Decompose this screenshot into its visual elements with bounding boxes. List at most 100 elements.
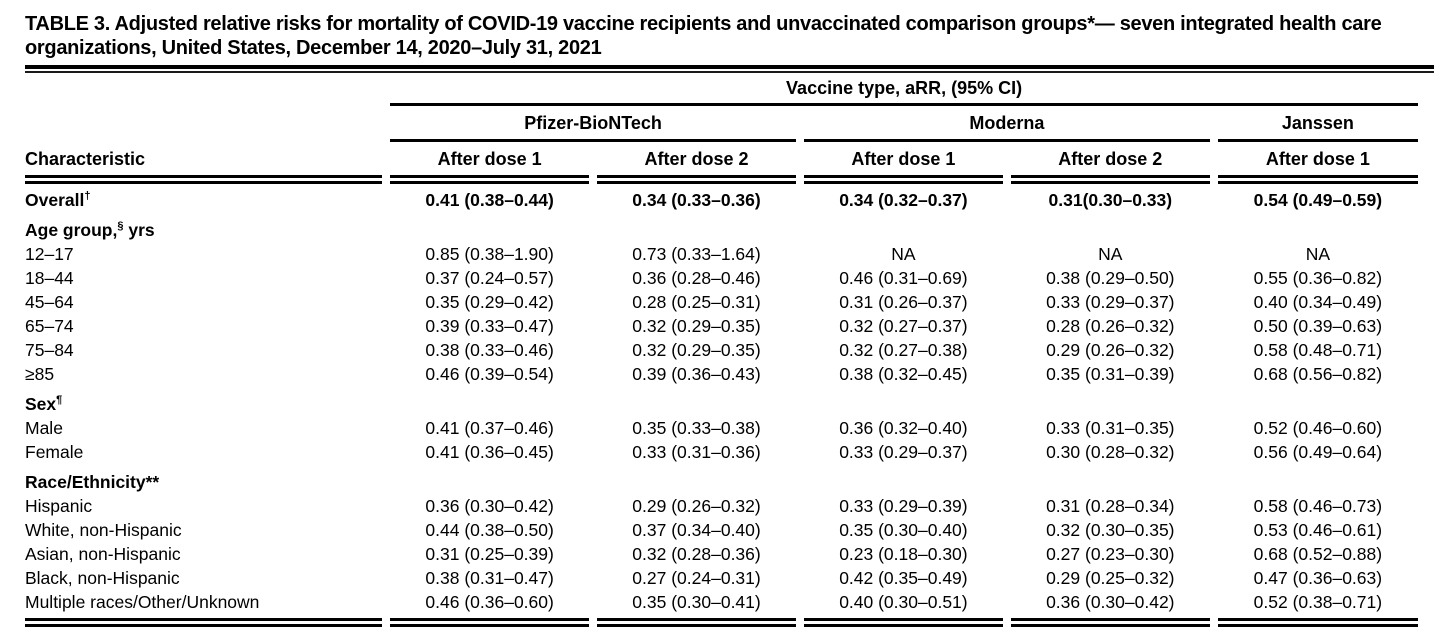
section-row: Race/Ethnicity**: [25, 464, 1418, 494]
value-cell: NA: [1305, 244, 1331, 264]
value-cell: 0.44 (0.38–0.50): [425, 520, 554, 540]
value-cell: 0.33 (0.31–0.36): [632, 442, 761, 462]
mortality-table: Vaccine type, aRR, (95% CI) Pfizer-BioNT…: [17, 75, 1426, 627]
table-row: ≥85 0.46 (0.39–0.54) 0.39 (0.36–0.43) 0.38 …: [25, 362, 1418, 386]
table-row: 75–84 0.38 (0.33–0.46) 0.32 (0.29–0.35) 0.3…: [25, 338, 1418, 362]
characteristic-cell: Black, non-Hispanic: [25, 568, 180, 588]
characteristic-cell: 18–44: [25, 268, 74, 288]
value-cell: 0.32 (0.27–0.37): [839, 316, 968, 336]
value-cell: [1011, 464, 1210, 494]
group-empty-cell: [25, 106, 382, 142]
value-cell: 0.85 (0.38–1.90): [425, 244, 554, 264]
value-cell: 0.52 (0.38–0.71): [1217, 590, 1418, 627]
value-cell: 0.53 (0.46–0.61): [1253, 520, 1383, 540]
value-cell: [1218, 464, 1418, 494]
value-cell: 0.33 (0.29–0.37): [839, 442, 968, 462]
column-header-janssen-dose1: After dose 1: [1217, 142, 1418, 184]
value-cell: [390, 386, 589, 416]
characteristic-cell: Race/Ethnicity**: [25, 472, 160, 492]
value-cell: 0.38 (0.32–0.45): [839, 364, 968, 384]
value-cell: [1218, 386, 1418, 416]
value-cell: 0.31(0.30–0.33): [1048, 190, 1173, 210]
section-row: Age group,§ yrs: [25, 212, 1418, 242]
table-row: Black, non-Hispanic 0.38 (0.31–0.47) 0.27 …: [25, 566, 1418, 590]
value-cell: 0.33 (0.29–0.39): [839, 496, 968, 516]
value-cell: 0.27 (0.23–0.30): [1046, 544, 1175, 564]
value-cell: 0.34 (0.33–0.36): [632, 190, 761, 210]
value-cell: 0.40 (0.34–0.49): [1253, 292, 1383, 312]
table-row: Hispanic 0.36 (0.30–0.42) 0.29 (0.26–0.32)…: [25, 494, 1418, 518]
value-cell: [390, 212, 589, 242]
value-cell: 0.41 (0.37–0.46): [425, 418, 554, 438]
value-cell: 0.31 (0.28–0.34): [1046, 496, 1175, 516]
characteristic-cell: Asian, non-Hispanic: [25, 544, 181, 564]
value-cell: 0.58 (0.46–0.73): [1253, 496, 1383, 516]
value-cell: 0.47 (0.36–0.63): [1253, 568, 1383, 588]
value-cell: 0.40 (0.30–0.51): [803, 590, 1003, 627]
table-row: Female 0.41 (0.36–0.45) 0.33 (0.31–0.36) 0.…: [25, 440, 1418, 464]
column-header-row: Characteristic After dose 1 After dose 2…: [25, 142, 1418, 184]
value-cell: 0.36 (0.32–0.40): [839, 418, 968, 438]
value-cell: 0.68 (0.52–0.88): [1253, 544, 1383, 564]
value-cell: 0.37 (0.24–0.57): [425, 268, 554, 288]
value-cell: 0.31 (0.26–0.37): [839, 292, 968, 312]
characteristic-cell: Female: [25, 442, 84, 462]
value-cell: 0.35 (0.30–0.41): [597, 590, 796, 627]
value-cell: 0.38 (0.31–0.47): [425, 568, 554, 588]
table-row: Multiple races/Other/Unknown 0.46 (0.36–0…: [25, 590, 1418, 627]
value-cell: 0.54 (0.49–0.59): [1253, 190, 1383, 210]
table-title: TABLE 3. Adjusted relative risks for mor…: [25, 13, 1382, 59]
value-cell: 0.58 (0.48–0.71): [1253, 340, 1383, 360]
value-cell: 0.31 (0.25–0.39): [425, 544, 554, 564]
table-row: 65–74 0.39 (0.33–0.47) 0.32 (0.29–0.35) 0.3…: [25, 314, 1418, 338]
footnote-marker: †: [84, 190, 91, 203]
value-cell: [390, 464, 589, 494]
table-row: White, non-Hispanic 0.44 (0.38–0.50) 0.37 …: [25, 518, 1418, 542]
title-rule: [25, 65, 1434, 73]
table-row: Overall† 0.41 (0.38–0.44) 0.34 (0.33–0.36)…: [25, 184, 1418, 212]
value-cell: 0.32 (0.27–0.38): [839, 340, 968, 360]
value-cell: NA: [891, 244, 916, 264]
value-cell: 0.39 (0.33–0.47): [425, 316, 554, 336]
value-cell: [597, 386, 796, 416]
characteristic-cell: 65–74: [25, 316, 74, 336]
value-cell: 0.28 (0.26–0.32): [1046, 316, 1175, 336]
value-cell: 0.28 (0.25–0.31): [632, 292, 761, 312]
value-cell: 0.29 (0.26–0.32): [1046, 340, 1175, 360]
value-cell: [1011, 386, 1210, 416]
characteristic-cell: White, non-Hispanic: [25, 520, 182, 540]
value-cell: 0.46 (0.31–0.69): [839, 268, 968, 288]
value-cell: 0.50 (0.39–0.63): [1253, 316, 1383, 336]
characteristic-cell: Age group,§ yrs: [25, 220, 155, 240]
value-cell: 0.73 (0.33–1.64): [632, 244, 761, 264]
section-row: Sex¶: [25, 386, 1418, 416]
characteristic-cell: Overall†: [25, 190, 91, 210]
table-body: Overall† 0.41 (0.38–0.44) 0.34 (0.33–0.36)…: [25, 184, 1418, 627]
vaccine-group-row: Pfizer-BioNTech Moderna Janssen: [25, 106, 1418, 142]
characteristic-cell: Male: [25, 418, 63, 438]
value-cell: 0.41 (0.36–0.45): [425, 442, 554, 462]
value-cell: 0.29 (0.25–0.32): [1046, 568, 1175, 588]
spanner-header: Vaccine type, aRR, (95% CI): [390, 75, 1418, 106]
column-header-moderna-dose1: After dose 1: [803, 142, 1003, 184]
value-cell: 0.32 (0.29–0.35): [632, 340, 761, 360]
value-cell: 0.36 (0.30–0.42): [1010, 590, 1210, 627]
value-cell: 0.35 (0.30–0.40): [839, 520, 968, 540]
table-row: 45–64 0.35 (0.29–0.42) 0.28 (0.25–0.31) 0.3…: [25, 290, 1418, 314]
group-header-pfizer: Pfizer-BioNTech: [390, 106, 796, 142]
value-cell: 0.36 (0.30–0.42): [425, 496, 554, 516]
characteristic-header: Characteristic: [25, 142, 383, 184]
value-cell: 0.36 (0.28–0.46): [632, 268, 761, 288]
value-cell: 0.41 (0.38–0.44): [425, 190, 554, 210]
value-cell: [804, 212, 1003, 242]
characteristic-cell: Multiple races/Other/Unknown: [25, 590, 383, 627]
table-row: Asian, non-Hispanic 0.31 (0.25–0.39) 0.32 …: [25, 542, 1418, 566]
value-cell: [597, 212, 796, 242]
value-cell: 0.33 (0.29–0.37): [1046, 292, 1175, 312]
group-header-moderna: Moderna: [803, 106, 1210, 142]
table-row: 12–17 0.85 (0.38–1.90) 0.73 (0.33–1.64) NA N…: [25, 242, 1418, 266]
value-cell: 0.35 (0.33–0.38): [632, 418, 761, 438]
value-cell: 0.33 (0.31–0.35): [1046, 418, 1175, 438]
value-cell: [804, 464, 1003, 494]
